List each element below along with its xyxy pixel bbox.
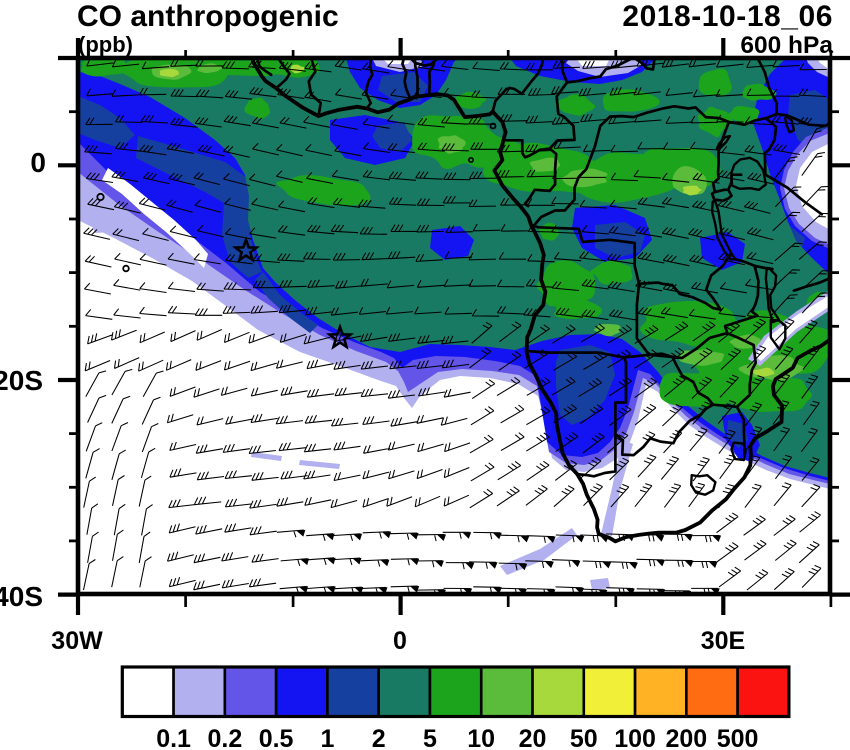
svg-text:50: 50 [570,725,598,750]
svg-text:5: 5 [423,725,437,750]
svg-text:30E: 30E [701,627,745,655]
svg-text:2: 2 [372,725,386,750]
svg-text:200: 200 [665,725,707,750]
svg-text:100: 100 [614,725,656,750]
svg-text:0.5: 0.5 [259,725,294,750]
svg-text:1: 1 [320,725,334,750]
svg-text:(ppb): (ppb) [78,32,133,57]
svg-text:20: 20 [519,725,547,750]
svg-text:0: 0 [393,627,407,655]
svg-text:10: 10 [467,725,495,750]
svg-text:500: 500 [717,725,759,750]
svg-text:40S: 40S [0,581,43,612]
svg-text:30W: 30W [51,627,103,655]
svg-text:CO anthropogenic: CO anthropogenic [77,0,339,33]
svg-text:600 hPa: 600 hPa [740,32,833,59]
svg-text:20S: 20S [0,365,43,396]
svg-text:0: 0 [30,147,46,178]
svg-text:2018-10-18_06: 2018-10-18_06 [622,0,833,33]
svg-text:0.2: 0.2 [208,725,243,750]
svg-text:0.1: 0.1 [156,725,191,750]
